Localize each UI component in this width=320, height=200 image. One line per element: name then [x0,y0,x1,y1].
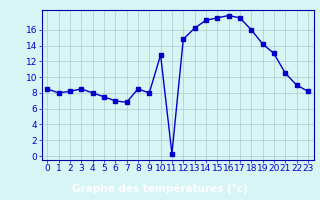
Text: Graphe des températures (°c): Graphe des températures (°c) [72,183,248,194]
